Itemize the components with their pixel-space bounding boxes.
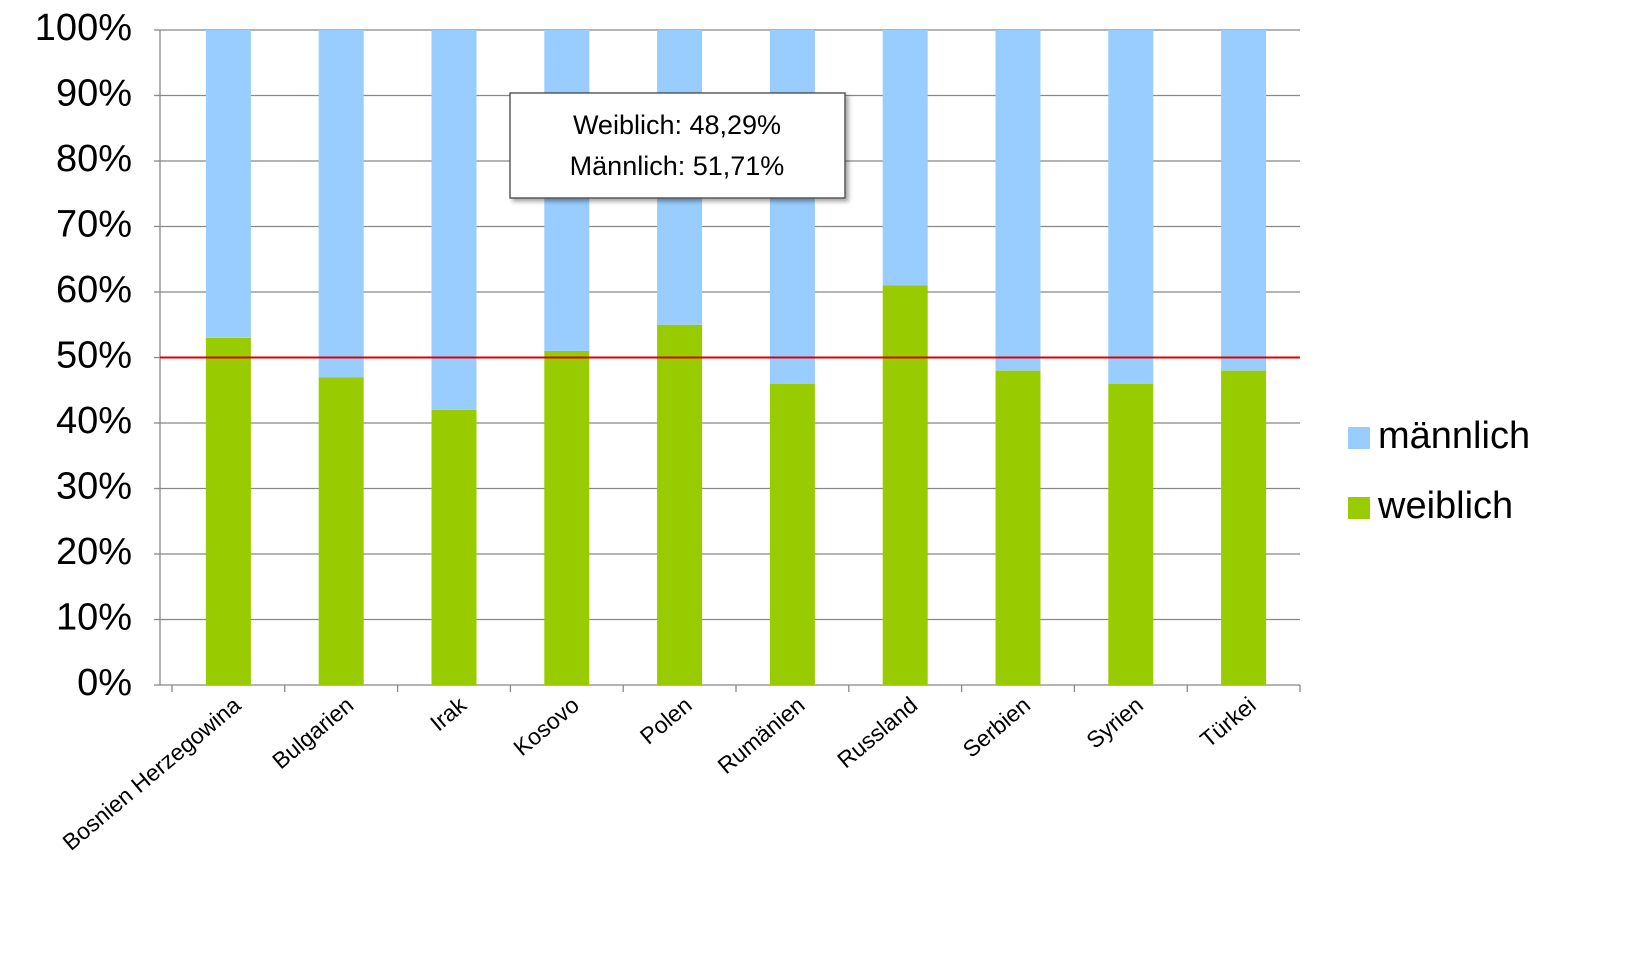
y-tick-label: 20% — [56, 531, 132, 573]
legend-swatch — [1348, 497, 1370, 519]
bar-segment — [318, 30, 364, 378]
bar-segment — [205, 337, 251, 685]
bar-segment — [1221, 370, 1267, 685]
bar-segment — [544, 350, 590, 685]
y-tick-label: 50% — [56, 335, 132, 377]
bar-segment — [1108, 30, 1154, 384]
x-tick-label: Russland — [832, 692, 922, 774]
bar-segment — [1108, 383, 1154, 685]
bar-segment — [995, 30, 1041, 371]
x-tick-label: Bulgarien — [267, 692, 358, 774]
y-tick-label: 60% — [56, 269, 132, 311]
bar-segment — [431, 30, 477, 410]
bar-segment — [995, 370, 1041, 685]
bar-segment — [657, 324, 703, 685]
legend-label: männlich — [1378, 415, 1530, 457]
annotation-box — [509, 92, 846, 199]
x-tick-label: Kosovo — [508, 692, 583, 761]
x-tick-label: Irak — [425, 691, 471, 736]
y-tick-label: 30% — [56, 466, 132, 508]
y-tick-label: 90% — [56, 73, 132, 115]
bar-segment — [769, 383, 815, 685]
y-tick-label: 0% — [77, 662, 132, 704]
annotation-text: Weiblich: 48,29% — [573, 110, 781, 140]
bar-segment — [431, 409, 477, 685]
x-tick-label: Syrien — [1081, 692, 1148, 754]
bar-segment — [318, 377, 364, 685]
y-tick-label: 70% — [56, 204, 132, 246]
x-tick-label: Türkei — [1195, 692, 1261, 753]
x-tick-label: Rumänien — [712, 692, 809, 779]
y-tick-label: 80% — [56, 138, 132, 180]
bar-segment — [769, 30, 815, 384]
legend-swatch — [1348, 427, 1370, 449]
bar-segment — [882, 30, 928, 286]
legend-label: weiblich — [1377, 485, 1513, 527]
annotation-text: Männlich: 51,71% — [570, 151, 785, 181]
bar-segment — [205, 30, 251, 338]
bar-segment — [882, 285, 928, 685]
bar-segment — [1221, 30, 1267, 371]
x-tick-label: Polen — [635, 692, 697, 750]
y-tick-label: 100% — [35, 7, 132, 49]
overlay: Weiblich: 48,29% Männlich: 51,71% männlich… — [160, 92, 1530, 527]
x-tick-label: Bosnien Herzegowina — [57, 691, 245, 855]
y-tick-label: 10% — [56, 597, 132, 639]
x-tick-label: Serbien — [958, 692, 1035, 763]
y-tick-label: 40% — [56, 400, 132, 442]
